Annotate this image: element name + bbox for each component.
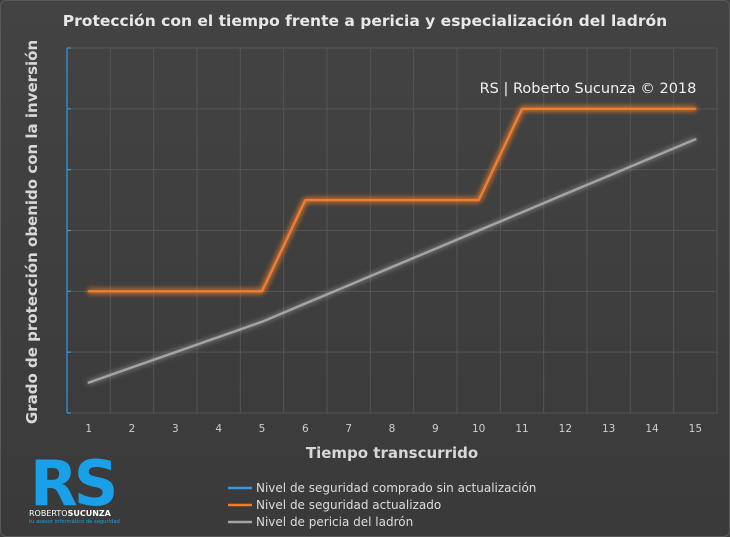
x-tick-label: 6: [302, 423, 309, 435]
logo-name-first: ROBERTO: [29, 509, 68, 518]
y-axis-title: Grado de protección obenido con la inver…: [23, 40, 41, 424]
x-tick-label: 3: [172, 423, 179, 435]
y-axis: [66, 47, 71, 414]
x-axis-title: Tiempo transcurrido: [306, 444, 478, 462]
x-tick-label: 13: [602, 423, 615, 435]
brand-logo: RS ROBERTOSUCUNZA tu asesor informático …: [29, 447, 120, 525]
x-tick-label: 14: [645, 423, 659, 435]
watermark: RS | Roberto Sucunza © 2018: [480, 81, 697, 97]
x-tick-labels: 1 2 3 4 5 6 7 8 9 10 11 12 13 14 15: [85, 423, 702, 435]
legend-label-1: Nivel de seguridad comprado sin actualiz…: [256, 481, 536, 495]
logo-name: ROBERTOSUCUNZA: [29, 509, 112, 518]
x-tick-label: 15: [689, 423, 702, 435]
x-tick-label: 1: [85, 423, 92, 435]
legend-label-3: Nivel de pericia del ladrón: [256, 515, 413, 529]
legend-label-2: Nivel de seguridad actualizado: [256, 498, 441, 512]
legend: Nivel de seguridad comprado sin actualiz…: [228, 481, 536, 529]
x-tick-label: 7: [345, 423, 352, 435]
x-tick-label: 5: [259, 423, 266, 435]
x-tick-label: 2: [129, 423, 136, 435]
series-line-2: [87, 107, 697, 293]
x-tick-label: 10: [472, 423, 485, 435]
logo-letters: RS: [30, 447, 115, 520]
logo-name-last: SUCUNZA: [68, 509, 112, 518]
series-line-3: [87, 138, 697, 384]
x-tick-label: 11: [515, 423, 528, 435]
logo-tagline: tu asesor informático de seguridad: [29, 518, 120, 525]
grid: [66, 47, 718, 414]
x-tick-label: 12: [559, 423, 572, 435]
x-tick-label: 9: [432, 423, 439, 435]
chart-title: Protección con el tiempo frente a perici…: [63, 12, 667, 30]
series-layer: [87, 107, 697, 384]
x-tick-label: 4: [215, 423, 222, 435]
x-tick-label: 8: [389, 423, 396, 435]
